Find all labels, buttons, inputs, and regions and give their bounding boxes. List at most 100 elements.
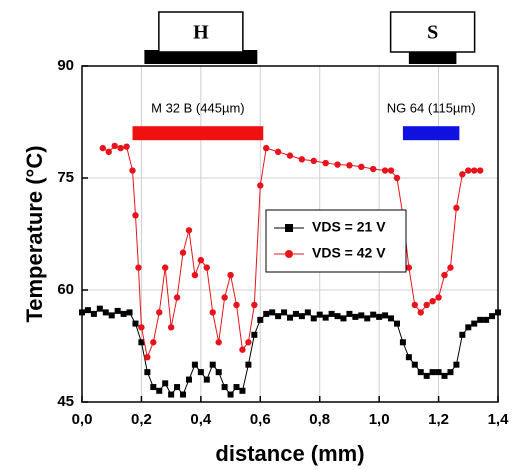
point bbox=[495, 309, 501, 316]
point bbox=[144, 354, 151, 361]
point bbox=[209, 361, 216, 368]
point bbox=[476, 167, 484, 174]
point bbox=[447, 369, 454, 376]
legend-box bbox=[265, 209, 407, 273]
point bbox=[174, 384, 181, 391]
x-tick-label: 0,2 bbox=[131, 411, 152, 428]
point bbox=[191, 271, 199, 279]
point bbox=[429, 369, 436, 376]
point bbox=[453, 361, 460, 368]
point bbox=[126, 309, 133, 316]
point bbox=[150, 384, 157, 391]
point bbox=[209, 309, 216, 316]
point bbox=[215, 339, 222, 346]
point bbox=[132, 320, 139, 327]
pad-box bbox=[389, 11, 476, 53]
point bbox=[328, 310, 335, 317]
point bbox=[227, 391, 234, 398]
point bbox=[167, 324, 175, 331]
point bbox=[102, 309, 109, 316]
point bbox=[292, 310, 299, 317]
legend-marker bbox=[285, 224, 293, 232]
point bbox=[429, 298, 436, 305]
legend-marker bbox=[285, 250, 293, 258]
x-axis-label: distance (mm) bbox=[215, 441, 364, 466]
point bbox=[263, 144, 270, 152]
point bbox=[281, 309, 288, 316]
point bbox=[114, 307, 121, 314]
point bbox=[411, 361, 418, 368]
point bbox=[310, 157, 317, 165]
point bbox=[346, 162, 353, 169]
pad-label: H bbox=[193, 22, 209, 44]
point bbox=[263, 310, 270, 317]
x-tick-label: 1,4 bbox=[488, 411, 510, 428]
point bbox=[162, 264, 169, 271]
x-tick-label: 0,0 bbox=[72, 411, 93, 428]
region-bar bbox=[132, 126, 264, 141]
point bbox=[156, 387, 163, 394]
point bbox=[393, 320, 400, 327]
point bbox=[334, 161, 341, 168]
point bbox=[132, 212, 139, 219]
point bbox=[489, 313, 496, 320]
x-tick-label: 0,8 bbox=[309, 411, 330, 428]
point bbox=[393, 174, 401, 182]
point bbox=[417, 369, 424, 376]
point bbox=[286, 152, 294, 159]
point bbox=[173, 294, 181, 301]
region-label: M 32 B (445µm) bbox=[151, 101, 244, 116]
point bbox=[185, 376, 192, 383]
y-tick-label: 60 bbox=[57, 281, 74, 298]
point bbox=[435, 369, 442, 376]
point bbox=[435, 294, 442, 301]
point bbox=[120, 310, 127, 317]
point bbox=[138, 324, 145, 331]
point bbox=[364, 315, 371, 322]
point bbox=[471, 320, 478, 327]
point bbox=[144, 369, 151, 376]
point bbox=[441, 372, 448, 379]
point bbox=[370, 311, 377, 318]
point bbox=[459, 331, 466, 338]
point bbox=[358, 163, 365, 170]
point bbox=[191, 361, 198, 368]
x-tick-label: 0,4 bbox=[190, 411, 212, 428]
point bbox=[465, 324, 472, 331]
point bbox=[257, 316, 264, 323]
point bbox=[275, 313, 282, 320]
point bbox=[90, 310, 97, 317]
pad-bar bbox=[408, 50, 457, 64]
point bbox=[203, 264, 210, 271]
x-tick-label: 1,2 bbox=[428, 411, 449, 428]
y-tick-label: 45 bbox=[57, 393, 74, 410]
legend-label: VDS = 42 V bbox=[312, 245, 386, 261]
point bbox=[316, 311, 323, 318]
point bbox=[382, 312, 389, 319]
point bbox=[156, 309, 163, 316]
point bbox=[334, 313, 341, 320]
point bbox=[376, 313, 383, 320]
point bbox=[233, 384, 240, 391]
pad-bar bbox=[144, 50, 258, 64]
point bbox=[221, 294, 228, 301]
point bbox=[399, 339, 406, 346]
point bbox=[117, 144, 124, 152]
point bbox=[96, 305, 103, 312]
x-tick-label: 0,6 bbox=[250, 411, 271, 428]
point bbox=[257, 182, 264, 189]
point bbox=[310, 315, 317, 322]
point bbox=[179, 249, 187, 256]
legend-label: VDS = 21 V bbox=[312, 219, 386, 235]
point bbox=[340, 315, 347, 322]
point bbox=[423, 301, 430, 309]
point bbox=[221, 384, 228, 391]
point bbox=[459, 171, 466, 178]
point bbox=[441, 271, 448, 279]
point bbox=[99, 144, 107, 152]
point bbox=[203, 376, 210, 383]
point bbox=[138, 339, 145, 346]
point bbox=[185, 227, 193, 234]
point bbox=[346, 310, 353, 317]
x-tick-label: 1,0 bbox=[369, 411, 390, 428]
